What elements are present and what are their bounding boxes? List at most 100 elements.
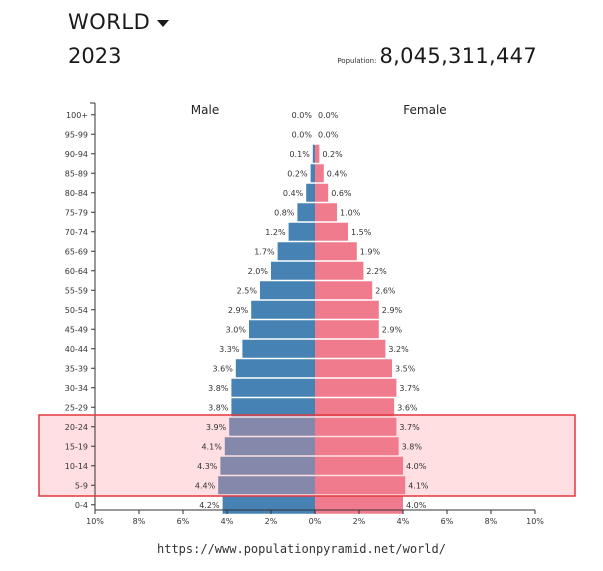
male-bar [271,261,315,280]
category-label: 30-34 [65,384,88,393]
population-label: Population: [337,57,377,65]
category-label: 0-4 [75,501,88,510]
male-bar [224,437,315,456]
female-value-label: 0.0% [318,111,339,120]
female-value-label: 4.1% [408,481,429,490]
female-bar [315,456,403,475]
female-value-label: 0.4% [327,169,348,178]
female-bar [315,495,403,514]
male-value-label: 0.0% [292,130,313,139]
category-label: 95-99 [65,130,88,139]
category-label: 55-59 [65,286,88,295]
female-value-label: 3.5% [395,364,416,373]
x-tick-label: 10% [526,517,544,526]
x-tick-label: 8% [133,517,146,526]
male-value-label: 0.0% [292,111,313,120]
female-value-label: 4.0% [406,501,427,510]
category-label: 50-54 [65,306,88,315]
male-bar [310,164,315,183]
female-bar [315,359,392,378]
male-bar [231,398,315,417]
highlight-border [38,414,576,497]
male-value-label: 0.4% [283,189,304,198]
male-value-label: 0.8% [274,208,295,217]
x-tick-label: 6% [441,517,454,526]
category-label: 80-84 [65,189,88,198]
female-value-label: 4.0% [406,462,427,471]
male-value-label: 3.3% [219,345,240,354]
female-value-label: 3.7% [399,423,420,432]
male-bar [249,320,315,339]
x-tick-label: 4% [221,517,234,526]
category-label: 45-49 [65,325,88,334]
male-value-label: 2.5% [237,286,258,295]
male-value-label: 4.1% [201,442,222,451]
female-bar [315,300,379,319]
male-bar [297,203,315,222]
population-display: Population: 8,045,311,447 [337,44,537,68]
x-tick-label: 2% [353,517,366,526]
female-value-label: 0.0% [318,130,339,139]
female-bar [315,183,329,202]
year-label: 2023 [68,44,122,68]
female-bar [315,203,337,222]
male-bar [235,359,315,378]
male-value-label: 4.2% [199,501,220,510]
male-bar [277,242,315,261]
x-tick-label: 10% [86,517,104,526]
male-value-label: 3.8% [208,384,229,393]
female-bar [315,378,397,397]
region-selector[interactable]: WORLD [68,10,170,34]
category-label: 40-44 [65,345,88,354]
female-value-label: 2.9% [382,325,403,334]
category-label: 65-69 [65,247,88,256]
female-bar [315,417,397,436]
male-value-label: 3.8% [208,403,229,412]
female-value-label: 3.8% [402,442,423,451]
female-bar [315,242,357,261]
category-label: 85-89 [65,169,88,178]
x-tick-label: 0% [309,517,322,526]
male-value-label: 3.0% [226,325,247,334]
female-bar [315,261,364,280]
x-tick-label: 2% [265,517,278,526]
female-bar [315,476,406,495]
male-bar [312,144,315,163]
female-bar [315,164,324,183]
male-value-label: 2.0% [248,267,269,276]
category-label: 15-19 [65,442,88,451]
female-bar [315,320,379,339]
category-label: 5-9 [75,481,88,490]
female-value-label: 1.9% [360,247,381,256]
x-tick-label: 8% [485,517,498,526]
female-value-label: 3.2% [388,345,409,354]
category-label: 20-24 [65,423,88,432]
x-tick-label: 4% [397,517,410,526]
male-bar [306,183,315,202]
male-bar [260,281,315,300]
female-bar [315,339,386,358]
female-value-label: 2.6% [375,286,396,295]
female-bar [315,281,373,300]
male-value-label: 1.2% [265,228,286,237]
female-value-label: 1.5% [351,228,372,237]
female-bar [315,437,399,456]
male-value-label: 0.1% [289,150,310,159]
female-value-label: 0.2% [322,150,343,159]
female-bar [315,222,348,241]
category-label: 100+ [66,111,88,120]
male-value-label: 0.2% [287,169,308,178]
source-url: https://www.populationpyramid.net/world/ [157,542,446,556]
male-value-label: 2.9% [228,306,249,315]
male-bar [229,417,315,436]
female-value-label: 1.0% [340,208,361,217]
male-bar [242,339,315,358]
caret-down-icon[interactable] [157,20,170,27]
category-label: 75-79 [65,208,88,217]
male-value-label: 1.7% [254,247,275,256]
male-value-label: 4.3% [197,462,218,471]
female-value-label: 3.6% [397,403,418,412]
male-header: Male [191,103,219,117]
female-value-label: 3.7% [399,384,420,393]
